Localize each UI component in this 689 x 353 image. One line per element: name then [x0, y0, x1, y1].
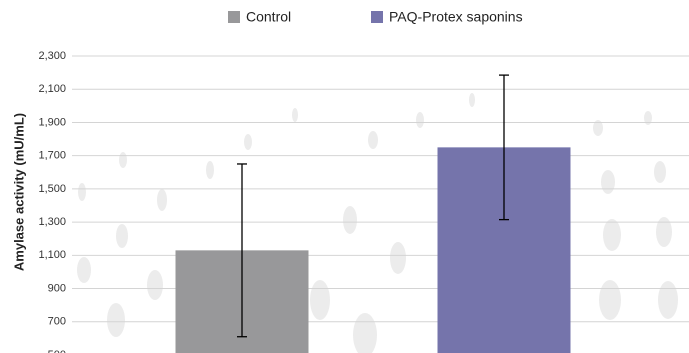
error-bar [237, 163, 247, 338]
y-tick-label: 1,500 [38, 183, 66, 195]
y-tick-label: 2,300 [38, 50, 66, 62]
error-bar [499, 74, 509, 221]
grid [72, 55, 689, 323]
legend-swatch [228, 11, 240, 23]
legend-label: PAQ-Protex saponins [389, 9, 523, 25]
y-tick-label: 2,100 [38, 83, 66, 95]
background-pattern [77, 93, 678, 353]
y-axis-label: Amylase activity (mU/mL) [11, 113, 26, 271]
y-tick-label: 500 [48, 349, 66, 353]
y-tick-label: 1,300 [38, 216, 66, 228]
y-tick-label: 700 [48, 316, 66, 328]
legend-label: Control [246, 9, 291, 25]
y-tick-label: 1,100 [38, 249, 66, 261]
y-tick-label: 1,900 [38, 116, 66, 128]
legend-swatch [371, 11, 383, 23]
y-tick-label: 1,700 [38, 150, 66, 162]
y-tick-label: 900 [48, 282, 66, 294]
